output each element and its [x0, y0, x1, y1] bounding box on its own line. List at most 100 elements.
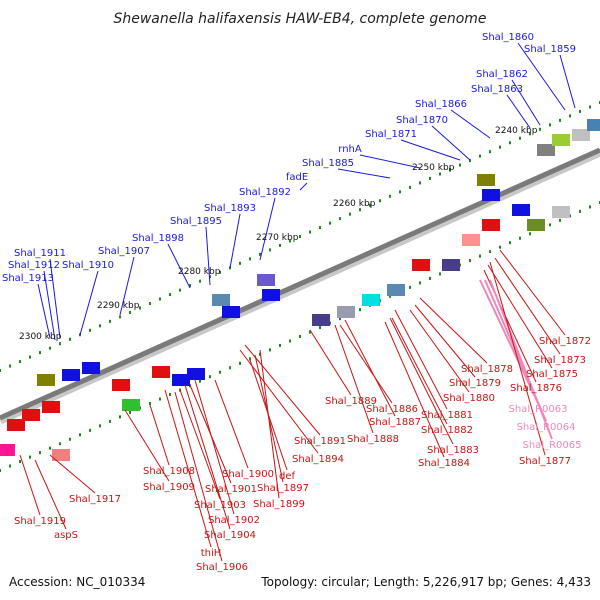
gene-label-top[interactable]: Shal_1862	[476, 69, 528, 80]
gene-label-bottom[interactable]: Shal_R0063	[509, 404, 568, 415]
gene-label-bottom[interactable]: Shal_1888	[347, 434, 399, 445]
track-dot	[0, 469, 1, 472]
scale-ticks: 2240 kbp 2250 kbp 2260 kbp 2270 kbp 2280 kbp…	[19, 126, 538, 342]
label-leader-line	[179, 389, 221, 500]
gene-label-bottom[interactable]: Shal_1889	[325, 396, 377, 407]
gene-label-bottom[interactable]: Shal_1919	[14, 516, 66, 527]
track-dot	[519, 136, 521, 140]
gene-label-top[interactable]: rnhA	[338, 144, 362, 155]
gene-label-top[interactable]: Shal_1892	[239, 187, 291, 198]
gene-label-bottom[interactable]: Shal_1873	[534, 355, 586, 366]
gene-label-bottom[interactable]: Shal_1872	[539, 336, 591, 347]
track-dot	[439, 272, 441, 276]
gene-label-bottom[interactable]: aspS	[54, 530, 78, 541]
gene-label-bottom[interactable]: def	[279, 471, 296, 482]
track-dot	[469, 259, 471, 263]
gene-label-top[interactable]: Shal_1871	[365, 129, 417, 140]
label-leader-line	[244, 344, 321, 436]
gene-label-bottom[interactable]: Shal_1917	[69, 494, 121, 505]
gene-label-top[interactable]: Shal_1911	[14, 248, 66, 259]
track-dot	[169, 293, 171, 297]
scale-tick-label: 2280 kbp	[178, 267, 221, 277]
track-dot	[499, 245, 501, 249]
track-dot	[389, 194, 391, 198]
track-dot	[29, 455, 31, 459]
gene-label-bottom[interactable]: Shal_1877	[519, 456, 571, 467]
gene-label-bottom[interactable]: Shal_1909	[143, 482, 195, 493]
gene-label-top[interactable]: Shal_1860	[482, 32, 534, 43]
gene-label-top[interactable]: Shal_1910	[62, 260, 114, 271]
gene-label-bottom[interactable]: Shal_1880	[443, 393, 495, 404]
scale-tick-label: 2290 kbp	[97, 301, 140, 311]
track-dot	[239, 361, 241, 365]
track-dot	[349, 212, 351, 216]
gene-label-top[interactable]: Shal_1912	[8, 260, 60, 271]
gene-label-top[interactable]: Shal_1895	[170, 216, 222, 227]
gene-label-top[interactable]: Shal_1863	[471, 84, 523, 95]
track-dot	[259, 352, 261, 356]
gene-label-bottom[interactable]: thiH	[201, 548, 222, 559]
track-dot	[519, 236, 521, 240]
track-dot	[559, 118, 561, 122]
gene-label-bottom[interactable]: Shal_1908	[143, 466, 195, 477]
gene-label-bottom[interactable]: Shal_1876	[510, 383, 562, 394]
gene-label-top[interactable]: Shal_1885	[302, 158, 354, 169]
gene-label-bottom[interactable]: Shal_1901	[205, 484, 257, 495]
gene-label-bottom[interactable]: Shal_1887	[369, 417, 421, 428]
gene-label-bottom[interactable]: Shal_1906	[196, 562, 248, 573]
track-dot	[129, 310, 131, 314]
gene-label-top[interactable]: Shal_1898	[132, 233, 184, 244]
label-leader-line	[359, 154, 421, 169]
gene-label-bottom[interactable]: Shal_1883	[427, 445, 479, 456]
gene-label-bottom[interactable]: Shal_1881	[421, 410, 473, 421]
gene-label-bottom[interactable]: Shal_1882	[421, 425, 473, 436]
map-title: Shewanella halifaxensis HAW-EB4, complet…	[113, 11, 486, 27]
gene-mark	[112, 379, 130, 391]
gene-mark	[82, 362, 100, 374]
gene-label-bottom[interactable]: Shal_1903	[194, 500, 246, 511]
gene-label-bottom[interactable]: Shal_R0064	[517, 422, 576, 433]
gene-label-bottom[interactable]: Shal_1904	[204, 530, 256, 541]
track-dot	[419, 281, 421, 285]
track-dot	[249, 257, 251, 261]
gene-label-bottom[interactable]: Shal_1886	[366, 404, 418, 415]
gene-label-top[interactable]: Shal_1859	[524, 44, 576, 55]
track-dot	[29, 355, 31, 359]
gene-mark	[152, 366, 170, 378]
track-dot	[419, 181, 421, 185]
label-leader-line	[164, 389, 212, 548]
gene-label-bottom[interactable]: Shal_1878	[461, 364, 513, 375]
gene-label-top[interactable]: Shal_1870	[396, 115, 448, 126]
track-dot	[199, 279, 201, 283]
gene-label-top[interactable]: Shal_1893	[204, 203, 256, 214]
gene-label-bottom[interactable]: Shal_1891	[294, 436, 346, 447]
gene-label-bottom[interactable]: Shal_1894	[292, 454, 344, 465]
gene-label-bottom[interactable]: Shal_R0065	[523, 440, 582, 451]
gene-label-top[interactable]: Shal_1907	[98, 246, 150, 257]
track-dot	[59, 342, 61, 346]
gene-label-top[interactable]: Shal_1913	[2, 273, 54, 284]
track-dot	[409, 285, 411, 289]
track-dot	[299, 235, 301, 238]
track-dot	[149, 302, 151, 305]
gene-label-top[interactable]: Shal_1866	[415, 99, 467, 110]
track-dot	[329, 221, 331, 225]
label-leader-line	[49, 454, 96, 494]
track-dot	[379, 199, 381, 203]
label-leader-line	[205, 226, 211, 286]
track-dot	[429, 276, 431, 280]
gene-label-bottom[interactable]: Shal_1884	[418, 458, 470, 469]
gene-label-top[interactable]: fadE	[286, 172, 308, 183]
gene-mark	[552, 206, 570, 218]
gene-mark	[187, 368, 205, 380]
gene-label-bottom[interactable]: Shal_1899	[253, 499, 305, 510]
gene-label-bottom[interactable]: Shal_1900	[222, 469, 274, 480]
gene-label-bottom[interactable]: Shal_1902	[208, 515, 260, 526]
gene-mark	[527, 219, 545, 231]
track-dot	[39, 451, 41, 455]
track-dot	[459, 163, 461, 167]
gene-label-bottom[interactable]: Shal_1879	[449, 378, 501, 389]
gene-label-bottom[interactable]: Shal_1897	[257, 483, 309, 494]
gene-label-bottom[interactable]: Shal_1875	[526, 369, 578, 380]
